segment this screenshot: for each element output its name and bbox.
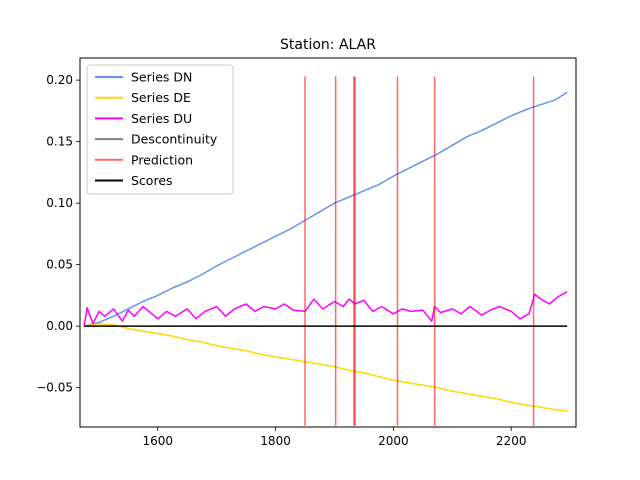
x-tick-label: 1800 (260, 434, 291, 448)
legend-label-descontinuity: Descontinuity (131, 132, 218, 147)
legend-label-prediction: Prediction (131, 152, 193, 167)
series-layer (83, 76, 568, 426)
legend-label-scores: Scores (131, 173, 173, 188)
legend-label-series-de: Series DE (131, 90, 191, 105)
y-tick-label: 0.20 (46, 73, 73, 87)
legend: Series DN Series DE Series DU Descontinuity… (86, 64, 234, 195)
y-tick-label: 0.00 (46, 319, 73, 333)
legend-label-series-du: Series DU (131, 111, 192, 126)
y-tick-label: 0.05 (46, 258, 73, 272)
legend-label-series-dn: Series DN (131, 70, 192, 85)
x-tick-label: 1600 (142, 434, 173, 448)
y-tick-label: 0.15 (46, 135, 73, 149)
x-tick-label: 2000 (378, 434, 409, 448)
chart-title: Station: ALAR (280, 37, 376, 53)
axes-layer: 1600 1800 2000 2200 −0.05 0.00 0.05 0.10 0.15 0.2… (36, 73, 526, 448)
plot-frame (79, 57, 577, 428)
series-line-series-dn (83, 91, 568, 327)
x-tick-label: 2200 (496, 434, 527, 448)
series-line-series-du (83, 291, 568, 327)
legend-box (86, 64, 234, 195)
y-tick-label: 0.10 (46, 196, 73, 210)
series-line-series-de (83, 322, 568, 412)
y-tick-label: −0.05 (36, 381, 73, 395)
